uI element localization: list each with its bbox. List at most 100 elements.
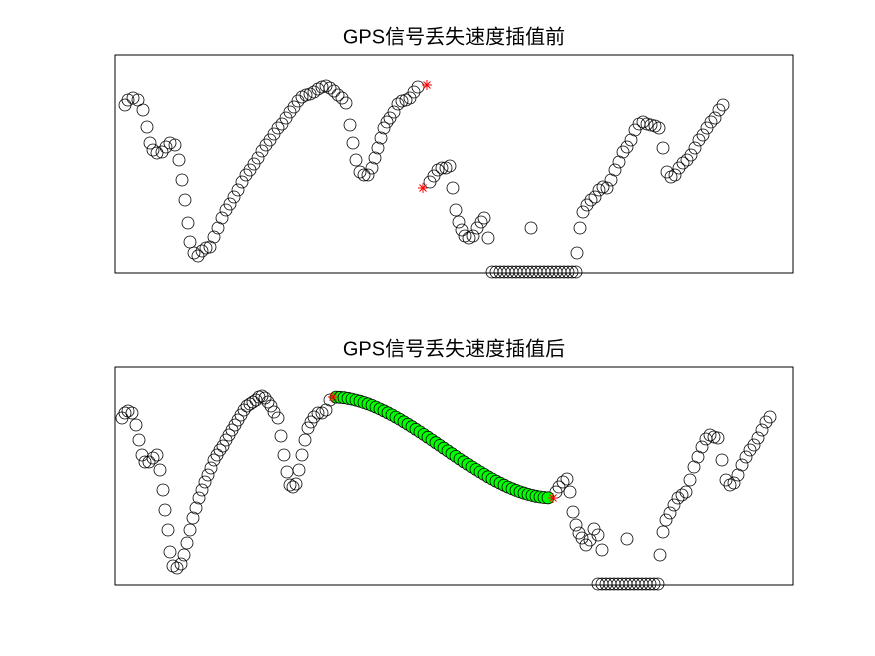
circle-marker (763, 410, 777, 424)
circle-marker (407, 85, 421, 99)
circle-marker (186, 511, 200, 525)
circle-marker (652, 121, 666, 135)
circle-marker (204, 461, 218, 475)
circle-marker (743, 443, 757, 457)
chart-title: GPS信号丢失速度插值后 (343, 337, 565, 360)
circle-marker (239, 168, 253, 182)
circle-marker (170, 561, 184, 575)
circle-marker (688, 141, 702, 155)
circle-marker (155, 145, 169, 159)
circle-marker (683, 473, 697, 487)
circle-marker (387, 105, 401, 119)
chart-title: GPS信号丢失速度插值前 (343, 25, 565, 48)
circle-marker (180, 536, 194, 550)
circle-marker (349, 153, 363, 167)
circle-marker (719, 473, 733, 487)
circle-marker (215, 211, 229, 225)
circle-marker (560, 472, 574, 486)
plot-box (114, 366, 794, 586)
circle-marker (640, 117, 654, 131)
circle-marker (223, 197, 237, 211)
circle-marker (163, 136, 177, 150)
circle-marker (327, 84, 341, 98)
circle-marker (583, 533, 597, 547)
circle-marker (452, 215, 466, 229)
circle-marker (443, 159, 457, 173)
circle-marker (707, 430, 721, 444)
circle-marker (271, 121, 285, 135)
circle-marker (189, 501, 203, 515)
circle-marker (371, 141, 385, 155)
circle-marker (292, 463, 306, 477)
circle-marker (380, 115, 394, 129)
circle-marker (524, 221, 538, 235)
circle-marker (353, 165, 367, 179)
circle-marker (759, 415, 773, 429)
circle-marker (377, 121, 391, 135)
circle-marker (195, 483, 209, 497)
circle-marker (588, 190, 602, 204)
circle-marker (159, 140, 173, 154)
circle-marker (563, 485, 577, 499)
circle-marker (580, 198, 594, 212)
circle-marker (751, 431, 765, 445)
circle-marker (251, 151, 265, 165)
circle-marker (556, 475, 570, 489)
circle-marker (739, 450, 753, 464)
circle-marker (298, 433, 312, 447)
circle-marker (183, 235, 197, 249)
circle-marker (647, 577, 661, 591)
circle-marker (711, 431, 725, 445)
circle-marker (584, 193, 598, 207)
circle-marker (656, 525, 670, 539)
circle-marker (126, 91, 140, 105)
circle-marker (566, 505, 580, 519)
circle-marker (446, 181, 460, 195)
circle-marker (474, 215, 488, 229)
circle-marker (118, 406, 132, 420)
circle-marker (651, 577, 665, 591)
plot-box (114, 54, 794, 274)
circle-marker (142, 455, 156, 469)
circle-marker (178, 193, 192, 207)
circle-marker (174, 557, 188, 571)
circle-marker (696, 128, 710, 142)
circle-marker (663, 506, 677, 520)
circle-marker (199, 241, 213, 255)
circle-marker (146, 143, 160, 157)
star-marker (548, 493, 558, 503)
circle-marker (163, 545, 177, 559)
circle-marker (161, 523, 175, 537)
circle-marker (715, 453, 729, 467)
circle-marker (576, 205, 590, 219)
circle-marker (140, 120, 154, 134)
circle-marker (129, 418, 143, 432)
circle-marker (283, 105, 297, 119)
circle-marker (183, 523, 197, 537)
circle-marker (295, 448, 309, 462)
circle-marker (198, 475, 212, 489)
circle-marker (608, 163, 622, 177)
circle-marker (143, 136, 157, 150)
circle-marker (323, 81, 337, 95)
circle-marker (172, 153, 186, 167)
circle-marker (286, 480, 300, 494)
circle-marker (259, 138, 273, 152)
circle-marker (695, 440, 709, 454)
circle-marker (668, 168, 682, 182)
circle-marker (455, 223, 469, 237)
circle-marker (299, 88, 313, 102)
circle-marker (274, 429, 288, 443)
circle-marker (579, 538, 593, 552)
circle-marker (136, 103, 150, 117)
circle-marker (676, 156, 690, 170)
circle-marker (596, 180, 610, 194)
circle-marker (672, 161, 686, 175)
circle-marker (315, 406, 329, 420)
circle-marker (307, 410, 321, 424)
circle-marker (175, 173, 189, 187)
circle-marker (207, 230, 221, 244)
circle-marker (595, 543, 609, 557)
circle-marker (620, 140, 634, 154)
